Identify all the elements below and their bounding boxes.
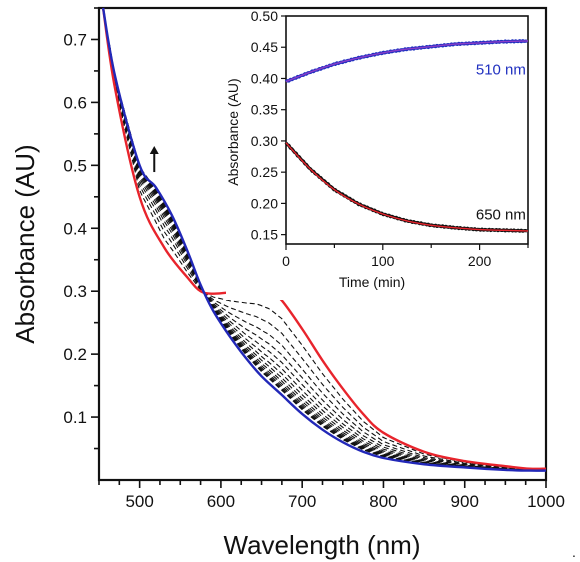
inset-y-axis: 0.15 0.20 0.25 0.30 0.35 0.40 0.45 0.50 bbox=[251, 8, 286, 243]
main-spectra-plot: 500 600 700 800 900 1000 0.10.20.30.40.50.60.… bbox=[10, 6, 565, 560]
inset-x-axis: 0 100 200 bbox=[282, 244, 529, 269]
intermediate-spectrum bbox=[109, 49, 546, 470]
inset-series-group bbox=[284, 39, 529, 233]
x-axis-title: Wavelength (nm) bbox=[224, 530, 421, 560]
inset-y-tick-label: 0.45 bbox=[251, 39, 278, 55]
inset-y-tick-label: 0.40 bbox=[251, 70, 278, 86]
inset-x-tick-label: 100 bbox=[371, 253, 395, 269]
y-tick-label: 0.5 bbox=[63, 156, 87, 175]
inset-y-tick-label: 0.35 bbox=[251, 102, 278, 118]
inset-series-labels: 510 nm 650 nm bbox=[476, 62, 526, 224]
intermediate-spectrum bbox=[109, 46, 546, 471]
final-spectrum bbox=[101, 7, 547, 472]
arrow-up-head bbox=[149, 146, 159, 155]
inset-plot-frame bbox=[285, 15, 529, 245]
y-tick-label: 0.7 bbox=[63, 30, 87, 49]
y-tick-label: 0.2 bbox=[63, 345, 87, 364]
inset-kinetics-plot: 0 100 200 0.15 0.20 0.25 0.30 0.35 0.40 0.45 0.50… bbox=[225, 8, 538, 300]
y-tick-label: 0.1 bbox=[63, 408, 87, 427]
intermediate-spectrum bbox=[109, 48, 546, 471]
x-tick-label: 700 bbox=[288, 492, 316, 511]
inset-x-tick-label: 0 bbox=[282, 253, 290, 269]
inset-x-tick-label: 200 bbox=[468, 253, 492, 269]
inset-series-label: 650 nm bbox=[476, 207, 526, 224]
inset-y-tick-label: 0.25 bbox=[251, 164, 278, 180]
intermediate-spectrum bbox=[109, 50, 546, 470]
inset-y-tick-label: 0.30 bbox=[251, 133, 278, 149]
inset-y-tick-label: 0.20 bbox=[251, 195, 278, 211]
x-tick-label: 500 bbox=[125, 492, 153, 511]
inset-background bbox=[226, 10, 538, 300]
inset-series-label: 510 nm bbox=[476, 62, 526, 79]
inset-fit-650nm bbox=[285, 142, 529, 232]
footnote-mark: . bbox=[572, 544, 576, 560]
y-tick-label: 0.6 bbox=[63, 93, 87, 112]
y-axis-title: Absorbance (AU) bbox=[10, 144, 40, 343]
inset-y-tick-label: 0.50 bbox=[251, 8, 278, 24]
inset-x-axis-title: Time (min) bbox=[339, 274, 405, 290]
inset-y-axis-title: Absorbance (AU) bbox=[225, 78, 241, 185]
main-y-axis: 0.1 0.2 0.3 0.4 0.5 0.6 0.7 bbox=[63, 7, 99, 450]
x-tick-label: 800 bbox=[369, 492, 397, 511]
y-tick-label: 0.4 bbox=[63, 219, 87, 238]
main-x-axis: 500 600 700 800 900 1000 bbox=[98, 480, 565, 511]
y-tick-label: 0.3 bbox=[63, 282, 87, 301]
intermediate-spectrum bbox=[109, 47, 546, 471]
x-tick-label: 900 bbox=[451, 492, 479, 511]
x-tick-label: 600 bbox=[207, 492, 235, 511]
inset-fit-510nm bbox=[285, 40, 529, 83]
x-tick-label: 1000 bbox=[527, 492, 565, 511]
inset-y-tick-label: 0.15 bbox=[251, 227, 278, 243]
